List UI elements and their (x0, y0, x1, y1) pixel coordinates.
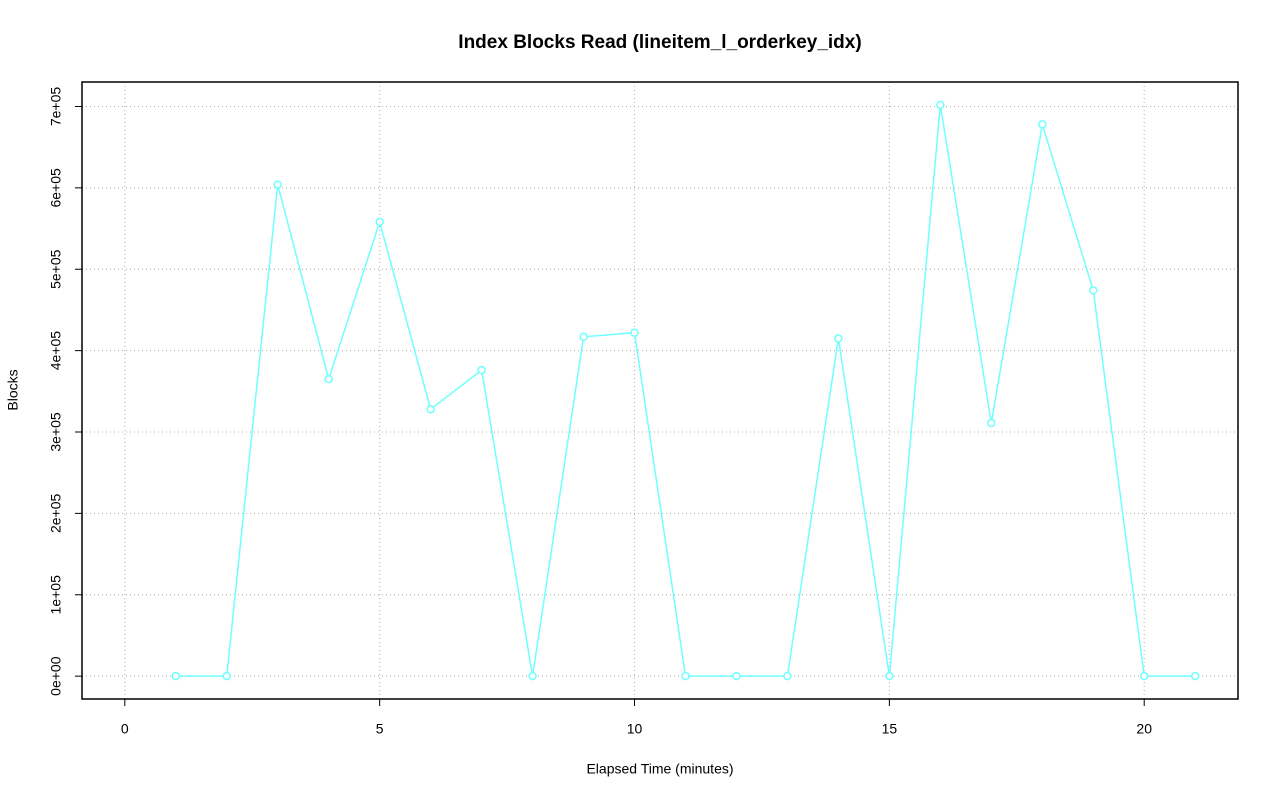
chart-title: Index Blocks Read (lineitem_l_orderkey_i… (458, 32, 861, 53)
series-line (175, 104, 1196, 677)
y-tick-label: 4e+05 (48, 331, 64, 371)
data-point (732, 671, 741, 681)
data-point (171, 671, 181, 681)
x-tick-label: 5 (376, 721, 384, 737)
x-tick-label: 15 (882, 721, 898, 737)
y-tick-label: 1e+05 (48, 575, 64, 615)
y-axis-label: Blocks (5, 369, 21, 410)
data-point (579, 332, 588, 342)
x-tick-label: 0 (121, 721, 129, 737)
y-tick-label: 5e+05 (48, 249, 64, 289)
data-point (681, 671, 690, 681)
y-tick-label: 0e+00 (48, 656, 64, 696)
data-point (222, 671, 232, 681)
data-point (987, 418, 996, 428)
data-point (426, 404, 435, 414)
data-point (1190, 671, 1200, 681)
y-tick-label: 2e+05 (48, 494, 64, 534)
data-point (936, 100, 945, 110)
x-axis-label: Elapsed Time (minutes) (586, 761, 733, 777)
y-tick-label: 7e+05 (48, 87, 64, 127)
data-point (1139, 671, 1149, 681)
x-tick-label: 10 (627, 721, 643, 737)
data-point (1088, 286, 1098, 295)
y-tick-label: 3e+05 (48, 412, 64, 452)
data-point (834, 334, 843, 343)
data-point (885, 671, 894, 681)
data-point (477, 365, 486, 375)
plot-frame (81, 81, 1239, 700)
data-point (375, 217, 384, 227)
y-tick-label: 6e+05 (48, 168, 64, 208)
data-point (630, 328, 639, 337)
data-point (1038, 120, 1047, 129)
data-point (528, 671, 537, 681)
data-point (783, 671, 792, 681)
x-tick-label: 20 (1136, 721, 1152, 737)
data-point (324, 374, 333, 384)
data-point (273, 180, 282, 189)
